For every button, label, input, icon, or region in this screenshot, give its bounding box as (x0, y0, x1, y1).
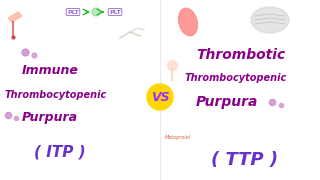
Text: PLT: PLT (67, 10, 79, 15)
Text: Metoprolol: Metoprolol (165, 136, 191, 141)
Ellipse shape (179, 8, 197, 36)
Text: Thrombocytopenic: Thrombocytopenic (5, 90, 107, 100)
Text: ( ITP ): ( ITP ) (34, 145, 86, 159)
Polygon shape (8, 12, 22, 22)
Text: PLT: PLT (109, 10, 121, 15)
Text: Immune: Immune (22, 64, 79, 76)
Text: ( TTP ): ( TTP ) (212, 151, 279, 169)
Text: Purpura: Purpura (196, 95, 258, 109)
Text: VS: VS (151, 91, 169, 104)
Circle shape (92, 8, 100, 16)
Text: Thrombocytopenic: Thrombocytopenic (185, 73, 287, 83)
Text: Thrombotic: Thrombotic (196, 48, 285, 62)
Text: Purpura: Purpura (22, 111, 78, 123)
Circle shape (147, 84, 173, 110)
Ellipse shape (251, 7, 289, 33)
